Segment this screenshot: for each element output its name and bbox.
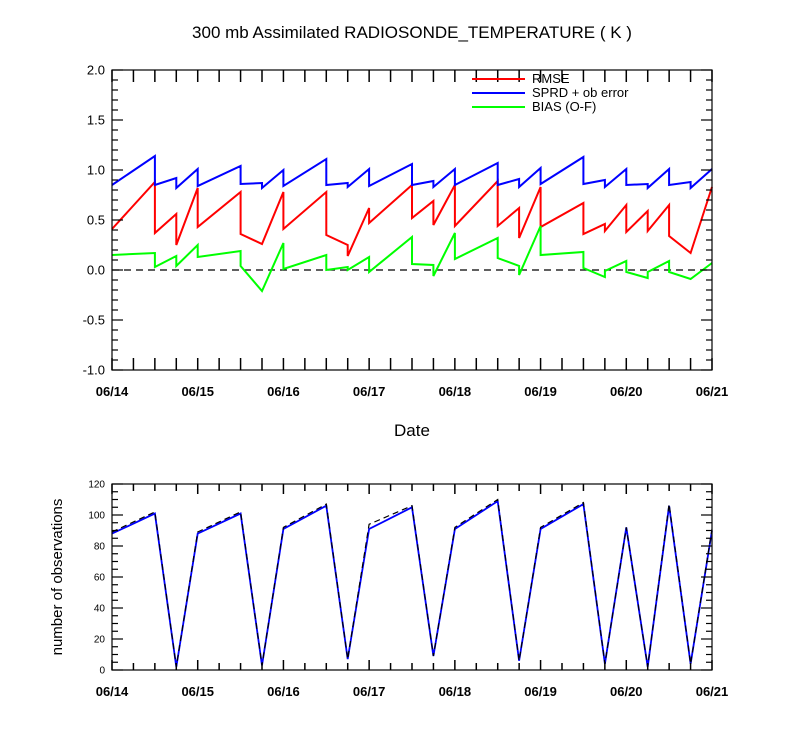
top-x-tick-label: 06/19 <box>524 384 557 399</box>
top-series-group <box>111 154 713 293</box>
bot-y-tick-label: 40 <box>94 604 106 615</box>
top-axis-ticks <box>111 69 713 371</box>
top-x-tick-label: 06/21 <box>696 384 729 399</box>
top-y-tick-label: 2.0 <box>87 63 105 78</box>
top-y-tick-labels: -1.0 -0.5 0.0 0.5 1.0 1.5 2.0 <box>83 63 105 378</box>
bot-x-tick-label: 06/14 <box>96 684 129 699</box>
top-x-tick-label: 06/15 <box>181 384 214 399</box>
legend-label-sprd-ob-error: SPRD + ob error <box>532 85 629 100</box>
top-y-tick-label: 1.5 <box>87 113 105 128</box>
top-x-tick-label: 06/14 <box>96 384 129 399</box>
top-series-rmse <box>111 178 713 257</box>
bot-x-tick-label: 06/18 <box>439 684 472 699</box>
bottom-axis-ticks <box>111 483 713 671</box>
top-x-tick-label: 06/17 <box>353 384 386 399</box>
top-chart-title: 300 mb Assimilated RADIOSONDE_TEMPERATUR… <box>192 23 632 42</box>
bot-y-tick-label: 120 <box>88 480 105 491</box>
bot-y-tick-label: 80 <box>94 542 106 553</box>
bot-y-tick-label: 100 <box>88 511 105 522</box>
bot-series-observations-total <box>111 498 713 667</box>
bot-x-tick-label: 06/17 <box>353 684 386 699</box>
bot-x-tick-label: 06/15 <box>181 684 214 699</box>
top-series-bias-o-f <box>111 225 713 293</box>
top-x-axis-label: Date <box>394 421 430 440</box>
top-series-sprd-ob-error <box>111 154 713 191</box>
top-x-tick-labels: 06/14 06/15 06/16 06/17 06/18 06/19 06/20 06/21 <box>96 384 729 399</box>
bottom-y-axis-label: number of observations <box>49 499 66 656</box>
top-y-tick-label: -0.5 <box>83 313 105 328</box>
legend-label-bias-o-f: BIAS (O-F) <box>532 99 596 114</box>
top-chart-panel: 300 mb Assimilated RADIOSONDE_TEMPERATUR… <box>83 23 729 440</box>
top-x-tick-label: 06/20 <box>610 384 643 399</box>
top-y-tick-label: 0.0 <box>87 263 105 278</box>
bot-y-tick-label: 0 <box>99 666 105 677</box>
bot-y-tick-label: 60 <box>94 573 106 584</box>
top-y-tick-label: 1.0 <box>87 163 105 178</box>
bot-x-tick-label: 06/21 <box>696 684 729 699</box>
bot-x-tick-label: 06/19 <box>524 684 557 699</box>
bottom-x-tick-labels: 06/14 06/15 06/16 06/17 06/18 06/19 06/20 06/21 <box>96 684 729 699</box>
bottom-y-tick-labels: 0 20 40 60 80 100 120 <box>88 480 105 677</box>
bot-y-tick-label: 20 <box>94 635 106 646</box>
bottom-series-group <box>111 498 713 668</box>
top-y-tick-label: -1.0 <box>83 363 105 378</box>
legend-label-rmse: RMSE <box>532 71 570 86</box>
top-y-tick-label: 0.5 <box>87 213 105 228</box>
top-x-tick-label: 06/18 <box>439 384 472 399</box>
top-x-tick-label: 06/16 <box>267 384 300 399</box>
bot-x-tick-label: 06/20 <box>610 684 643 699</box>
bot-x-tick-label: 06/16 <box>267 684 300 699</box>
